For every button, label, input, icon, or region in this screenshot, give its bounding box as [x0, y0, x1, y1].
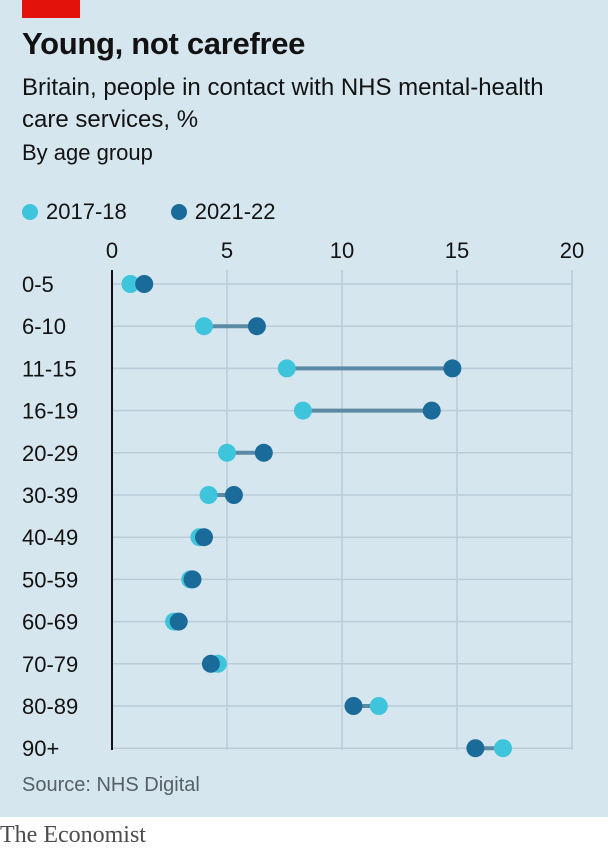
- y-category-label: 40-49: [22, 525, 78, 550]
- point-2021-22: [254, 443, 273, 462]
- point-2017-18: [277, 359, 296, 378]
- y-category-label: 60-69: [22, 610, 78, 635]
- x-tick-label: 15: [445, 238, 469, 263]
- x-tick-label: 0: [106, 238, 118, 263]
- y-category-label: 0-5: [22, 272, 54, 297]
- x-tick-label: 5: [221, 238, 233, 263]
- point-2017-18: [121, 275, 140, 293]
- point-2021-22: [224, 486, 243, 504]
- point-2021-22: [344, 697, 363, 715]
- y-category-label: 11-15: [22, 356, 77, 381]
- legend-label: 2017-18: [46, 199, 127, 224]
- y-category-label: 70-79: [22, 652, 78, 677]
- chart-subtitle: Britain, people in contact with NHS ment…: [22, 74, 544, 133]
- y-category-label: 30-39: [22, 483, 78, 508]
- y-category-label: 80-89: [22, 694, 78, 719]
- dot-plot-chart: 0 5 10 15 20 0-5 6-10 11-15 16-19 20-29 30-39 40-49…: [22, 238, 584, 761]
- point-2021-22: [443, 359, 462, 378]
- point-2017-18: [494, 739, 512, 758]
- legend-label: 2021-22: [194, 199, 276, 224]
- x-tick-label: 20: [560, 238, 584, 263]
- point-2021-22: [135, 275, 154, 293]
- point-2017-18: [199, 486, 218, 504]
- point-2021-22: [201, 654, 220, 673]
- point-2021-22: [183, 570, 202, 589]
- point-2021-22: [169, 612, 188, 631]
- source-note: Source: NHS Digital: [22, 774, 200, 796]
- chart-legend: 2017-18 2021-22: [22, 198, 320, 226]
- x-tick-label: 10: [330, 238, 354, 263]
- chart-title: Young, not carefree: [22, 26, 306, 61]
- y-category-label: 50-59: [22, 567, 78, 592]
- chart-subtitle-grouping: By age group: [22, 140, 153, 165]
- y-category-label: 20-29: [22, 441, 78, 466]
- y-category-label: 6-10: [22, 314, 66, 339]
- legend-item-2021: 2021-22: [170, 199, 276, 225]
- point-2021-22: [466, 739, 485, 758]
- y-category-label: 16-19: [22, 399, 78, 424]
- point-2021-22: [195, 528, 213, 547]
- legend-item-2017: 2017-18: [22, 199, 127, 225]
- brand-logo-text: The Economist: [0, 822, 146, 848]
- point-2021-22: [422, 401, 441, 420]
- point-2017-18: [369, 697, 388, 715]
- point-2021-22: [247, 317, 266, 336]
- y-category-label: 90+: [22, 736, 59, 761]
- point-2017-18: [195, 317, 213, 336]
- brand-red-tag: [22, 0, 80, 18]
- point-2017-18: [293, 401, 312, 420]
- legend-dot-icon: [170, 204, 187, 220]
- point-2017-18: [218, 443, 236, 462]
- legend-dot-icon: [22, 204, 38, 220]
